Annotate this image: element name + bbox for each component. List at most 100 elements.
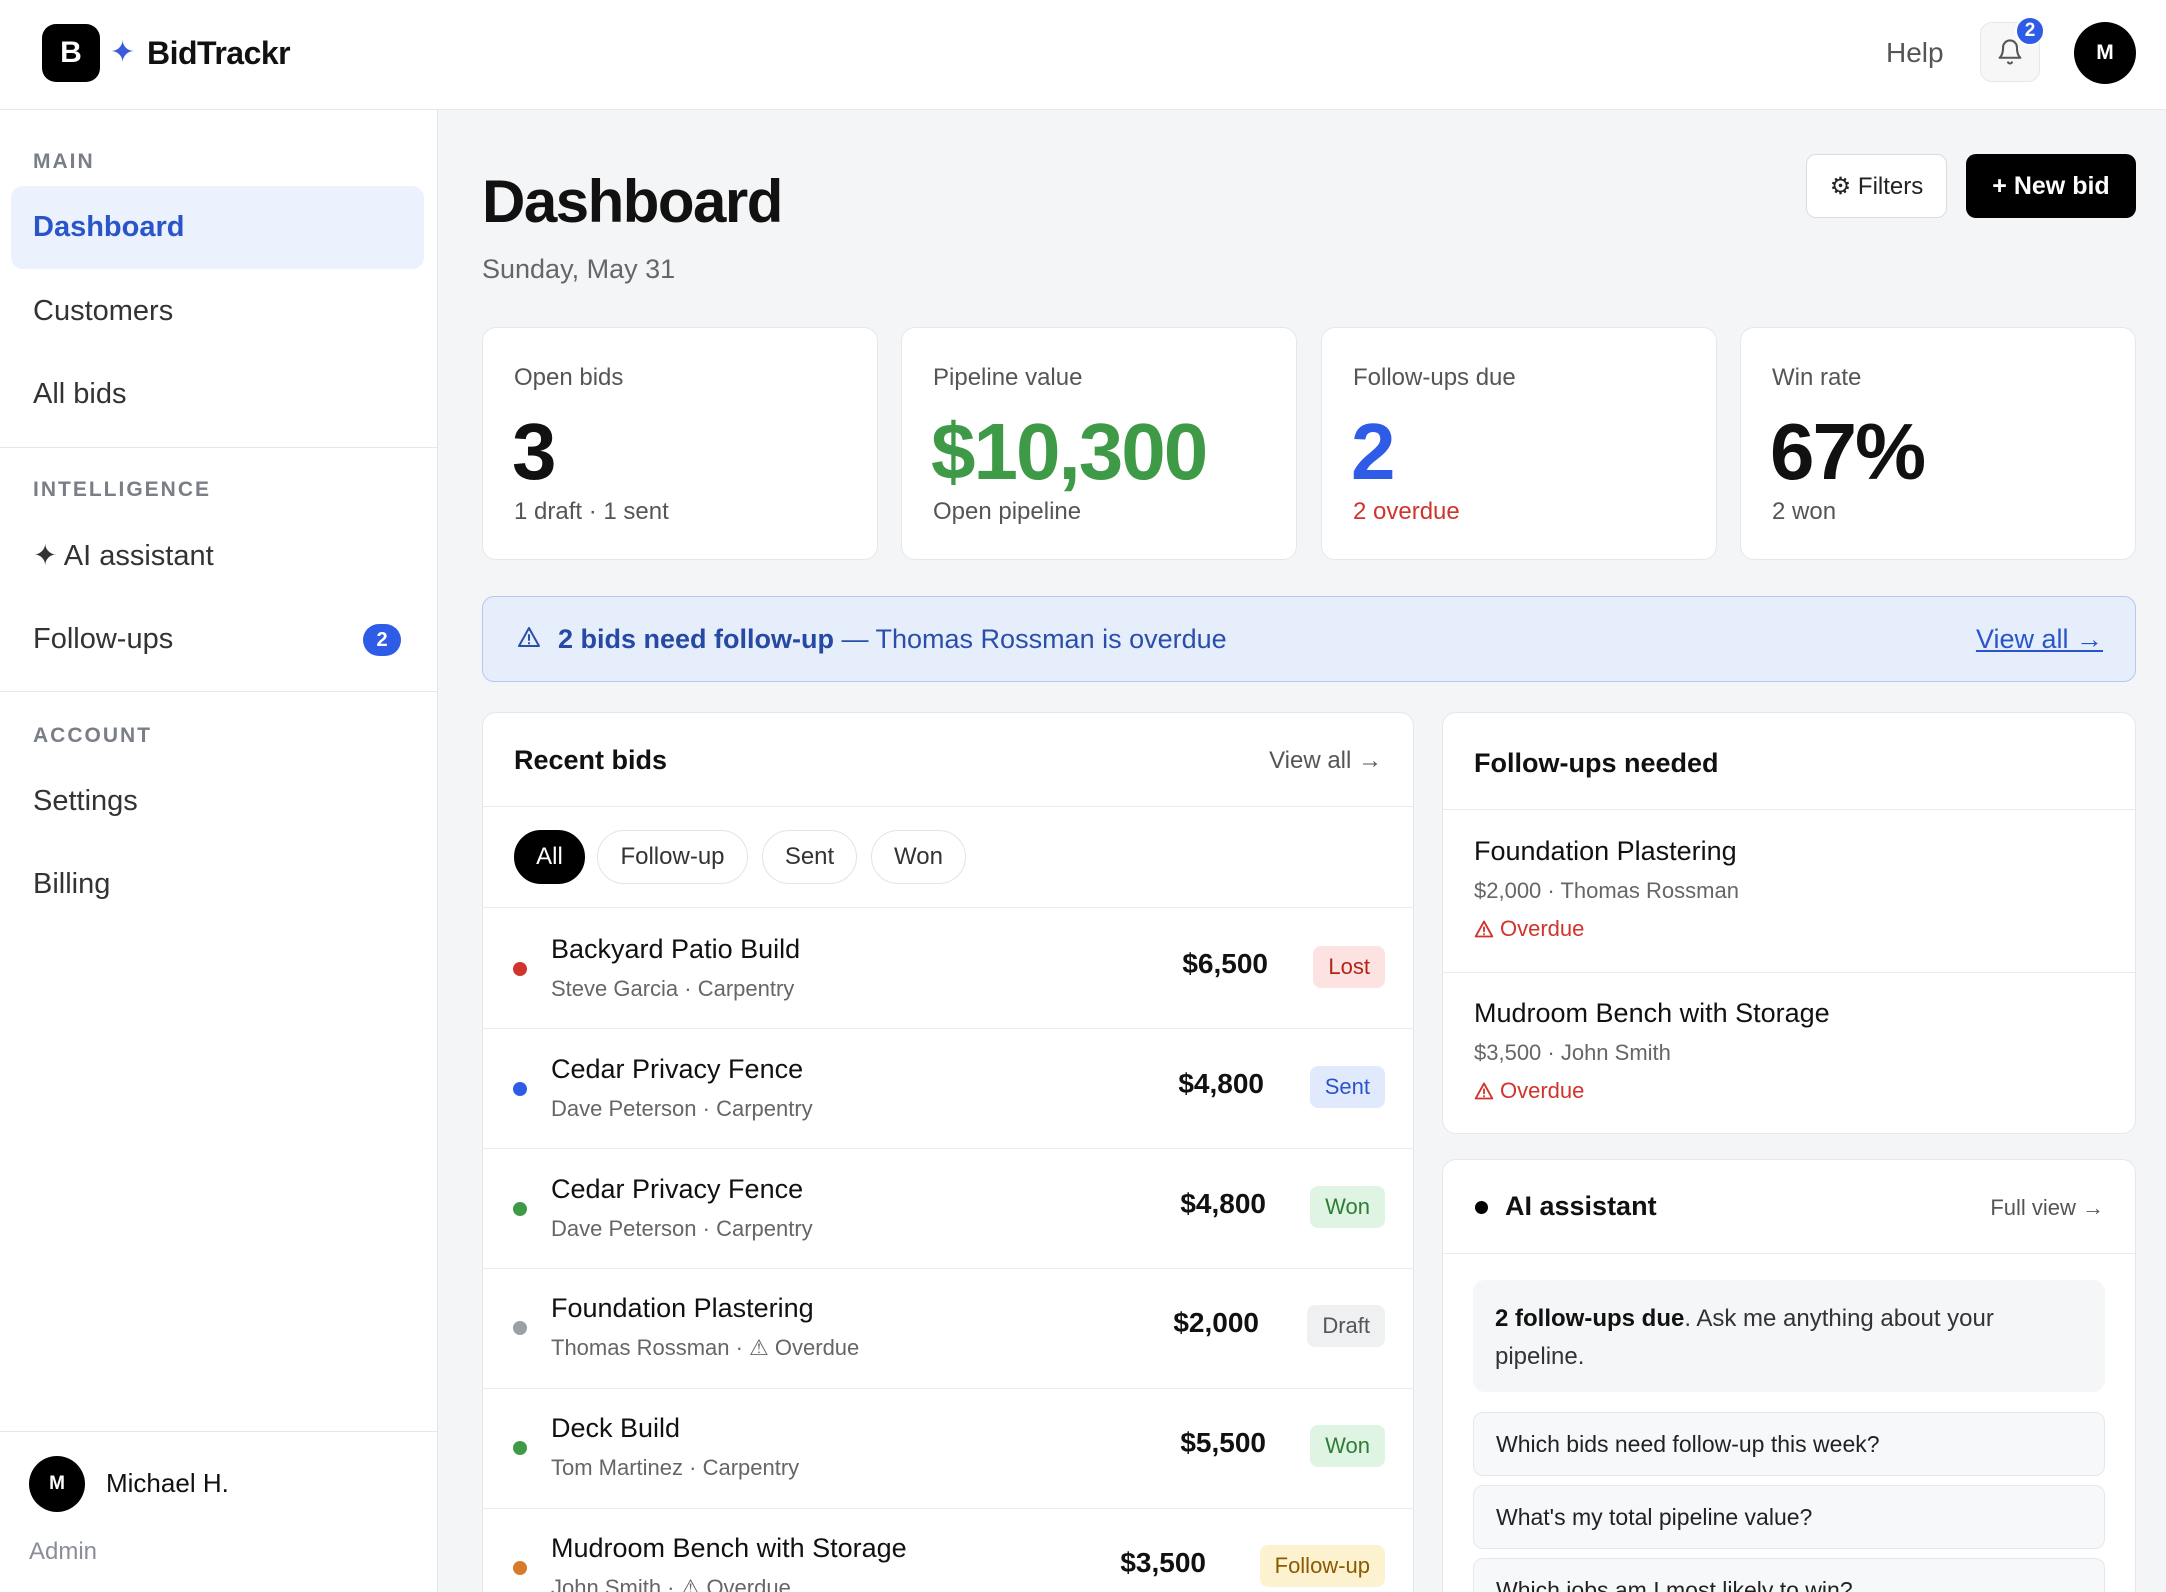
row-divider [483,1028,1413,1029]
stat-sub: 2 won [1772,498,1837,525]
table-row[interactable]: Cedar Privacy Fence Dave Peterson · Carp… [483,1028,1413,1148]
stat-value: 3 [512,407,556,496]
alert-view-all-link[interactable]: View all → [1975,624,2103,654]
table-row[interactable]: Backyard Patio Build Steve Garcia · Carp… [483,908,1413,1028]
user-name: Michael H. [106,1468,229,1498]
sidebar-item-dashboard[interactable]: Dashboard [11,186,424,269]
stat-label: Pipeline value [933,364,1083,391]
list-item[interactable]: Mudroom Bench with Storage $3,500 · John… [1443,972,2135,1133]
app-name[interactable]: BidTrackr [147,35,291,71]
table-row[interactable]: Mudroom Bench with Storage John Smith · … [483,1507,1413,1592]
stat-value: 67% [1770,407,1926,496]
notifications-badge: 2 [2015,16,2045,46]
bid-name: Backyard Patio Build [551,934,801,964]
sidebar-item-settings[interactable]: Settings [11,760,424,843]
stat-value: 2 [1351,407,1395,496]
follow-ups-panel: Follow-ups needed Foundation Plastering … [1442,712,2136,1134]
sidebar-divider [0,447,437,448]
overdue-label: Overdue [1500,1078,1585,1103]
panel-divider [1443,809,2135,810]
user-avatar[interactable]: M [2074,22,2136,84]
sidebar-section-account: ACCOUNT [33,724,152,747]
stat-label: Follow-ups due [1353,364,1516,391]
stat-card-win-rate: Win rate 67% 2 won [1740,327,2136,560]
alert-strong-text: 2 bids need follow-up [558,624,834,654]
sidebar-item-label: Billing [33,868,111,900]
follow-ups-title: Follow-ups needed [1474,748,1719,778]
sidebar: MAIN Dashboard Customers All bids INTELL… [0,110,438,1592]
ai-suggestion[interactable]: Which jobs am I most likely to win? [1473,1558,2105,1592]
bid-name: Cedar Privacy Fence [551,1054,804,1084]
sidebar-item-ai-assistant[interactable]: ✦ AI assistant [11,514,424,597]
top-bar: B ✦ BidTrackr Help 2 M [0,0,2166,110]
follow-up-alert-banner: 2 bids need follow-up — Thomas Rossman i… [482,596,2136,682]
page-title: Dashboard [482,168,783,235]
ai-intro-rest: . Ask me anything about your pipeline. [1495,1305,1994,1370]
filter-pill-sent[interactable]: Sent [762,830,857,884]
status-badge: Won [1310,1186,1385,1228]
table-row[interactable]: Foundation Plastering Thomas Rossman · ⚠… [483,1267,1413,1387]
bell-icon [1998,39,2022,65]
ai-intro-strong: 2 follow-ups due [1495,1305,1685,1332]
sidebar-item-label: Follow-ups [33,623,174,655]
row-divider [483,1388,1413,1389]
filter-pill-follow-up[interactable]: Follow-up [597,830,748,884]
bid-amount: $2,000 [1173,1307,1259,1338]
bid-meta: Steve Garcia · Carpentry [551,976,795,1001]
sidebar-item-follow-ups[interactable]: Follow-ups 2 [11,598,424,681]
ai-suggestion[interactable]: What's my total pipeline value? [1473,1485,2105,1549]
sidebar-user-footer[interactable]: M Michael H. Admin [0,1431,437,1592]
recent-bids-title: Recent bids [514,745,668,775]
bid-meta: Thomas Rossman · ⚠ Overdue [551,1335,860,1360]
sidebar-item-label: Customers [33,295,174,327]
row-divider [483,1268,1413,1269]
stat-label: Win rate [1772,364,1862,391]
follow-up-name: Foundation Plastering [1474,836,1737,866]
ai-full-view-link[interactable]: Full view → [1990,1195,2104,1220]
status-dot [513,1321,527,1335]
bid-name: Deck Build [551,1413,681,1443]
sidebar-item-label: Dashboard [33,211,185,243]
sidebar-section-intelligence: INTELLIGENCE [33,478,212,501]
list-item[interactable]: Foundation Plastering $2,000 · Thomas Ro… [1443,810,2135,972]
panel-divider [483,907,1413,908]
row-divider [483,1508,1413,1509]
panel-divider [1443,1253,2135,1254]
stat-card-pipeline-value: Pipeline value $10,300 Open pipeline [901,327,1297,560]
sidebar-item-billing[interactable]: Billing [11,843,424,926]
user-role: Admin [29,1538,98,1565]
sidebar-section-main: MAIN [33,150,95,173]
new-bid-button[interactable]: + New bid [1966,154,2136,218]
recent-bids-view-all-link[interactable]: View all → [1269,747,1382,774]
status-badge: Follow-up [1259,1545,1385,1587]
alert-rest-text: — Thomas Rossman is overdue [834,624,1227,654]
status-badge: Won [1310,1425,1385,1467]
bid-name: Mudroom Bench with Storage [551,1533,907,1563]
filters-button[interactable]: ⚙ Filters [1806,154,1947,218]
follow-ups-count-badge: 2 [363,624,401,656]
status-dot [513,1082,527,1096]
table-row[interactable]: Cedar Privacy Fence Dave Peterson · Carp… [483,1148,1413,1268]
row-divider [483,1148,1413,1149]
table-row[interactable]: Deck Build Tom Martinez · Carpentry $5,5… [483,1387,1413,1507]
app-logo[interactable]: B [42,24,100,82]
filter-pill-won[interactable]: Won [871,830,966,884]
sidebar-item-customers[interactable]: Customers [11,270,424,353]
sidebar-item-all-bids[interactable]: All bids [11,353,424,436]
status-dot [513,1202,527,1216]
status-dot [513,1441,527,1455]
ai-assistant-panel: AI assistant Full view → 2 follow-ups du… [1442,1159,2136,1592]
stat-sub: 2 overdue [1353,498,1460,525]
help-link[interactable]: Help [1886,37,1944,68]
warning-icon [518,627,540,647]
filter-pill-all[interactable]: All [514,830,585,884]
sidebar-item-label: All bids [33,378,127,410]
status-dot [513,1561,527,1575]
ai-status-dot [1475,1201,1488,1214]
bid-name: Cedar Privacy Fence [551,1174,804,1204]
ai-suggestion[interactable]: Which bids need follow-up this week? [1473,1412,2105,1476]
overdue-label: Overdue [1500,916,1585,941]
sparkle-icon: ✦ [110,36,136,69]
bid-name: Foundation Plastering [551,1293,814,1323]
bid-meta: Dave Peterson · Carpentry [551,1216,813,1241]
